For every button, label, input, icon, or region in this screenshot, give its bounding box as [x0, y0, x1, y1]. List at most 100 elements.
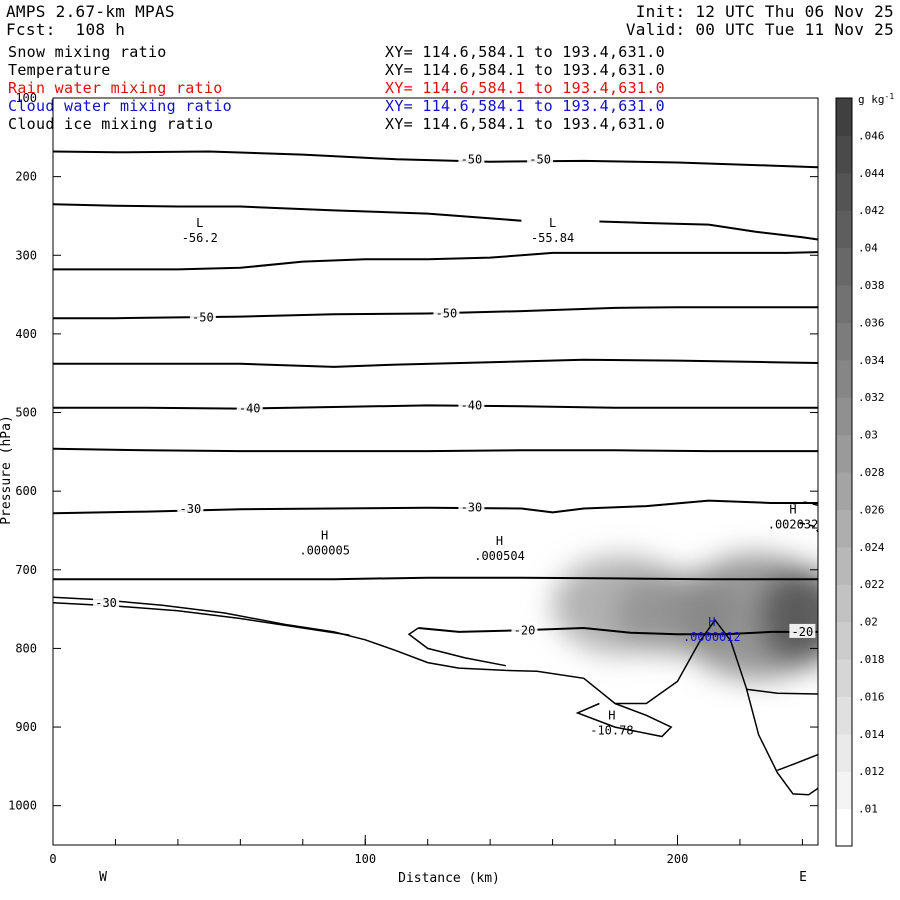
dashed-contour: [792, 501, 818, 507]
colorbar-unit-base: g kg: [858, 93, 885, 106]
colorbar-tick-label: .044: [858, 167, 885, 180]
temperature-contours: [53, 150, 818, 636]
x-tick-label: 0: [49, 852, 56, 866]
extremum-h: H: [608, 708, 615, 722]
colorbar-swatch: [836, 434, 852, 473]
colorbar-swatch: [836, 472, 852, 510]
init-time: Init: 12 UTC Thu 06 Nov 25: [635, 2, 894, 21]
terrain-line: [53, 596, 818, 796]
contour-label: -30: [95, 596, 117, 610]
contour-label: -20: [792, 625, 814, 639]
x-tick-label: 200: [667, 852, 689, 866]
y-tick-label: 1000: [8, 799, 37, 813]
isotherm-line: [53, 150, 818, 169]
colorbar-tick-label: .042: [858, 204, 885, 217]
colorbar-tick-label: .03: [858, 429, 878, 442]
colorbar-swatch: [836, 696, 852, 735]
extremum-l: L: [549, 216, 556, 230]
isotherm-line: [53, 499, 818, 515]
colorbar-swatch: [836, 659, 852, 697]
dashed-contour: [799, 521, 818, 533]
isotherm-line: [418, 626, 818, 636]
extremum-value: .000504: [474, 549, 525, 563]
contour-label-bg: [433, 305, 460, 320]
contour-loop-east: [746, 688, 818, 695]
contour-label-bg: [458, 151, 485, 166]
colorbar-swatch: [836, 322, 852, 361]
contour-label: -50: [436, 306, 458, 320]
extremum-value: .000005: [299, 543, 350, 557]
contour-label-bg: [177, 501, 204, 516]
field-xy-rain: XY= 114.6,584.1 to 193.4,631.0: [385, 79, 665, 97]
colorbar-tick-label: .026: [858, 503, 885, 516]
contour-loop-left: [407, 627, 506, 667]
colorbar-tick-label: .016: [858, 690, 885, 703]
colorbar-tick-label: .038: [858, 279, 885, 292]
colorbar-tick-label: .022: [858, 578, 885, 591]
axes: 100 200 300 400 500 600 700 800 900 1000 0 100 200: [8, 91, 818, 866]
contour-labels: -50 -50-50 -50-40 -40-30 -30-30-20 -20L-56.2L…: [93, 151, 818, 737]
field-xy-cloud-water: XY= 114.6,584.1 to 193.4,631.0: [385, 97, 665, 115]
field-name-snow: Snow mixing ratio: [8, 43, 167, 61]
colorbar-tick-label: .04: [858, 242, 878, 255]
contour-label: -40: [461, 398, 483, 412]
contour-label-bg: [236, 400, 263, 415]
field-name-cloud-water: Cloud water mixing ratio: [8, 97, 232, 115]
colorbar-unit: g kg-1: [858, 92, 894, 106]
contour-label-bg: [527, 151, 554, 166]
contour-label: -50: [192, 310, 214, 324]
x-tick-label: 100: [354, 852, 376, 866]
extremum-value: -56.2: [182, 231, 218, 245]
colorbar-swatch: [836, 397, 852, 436]
colorbar-swatch: [836, 359, 852, 398]
contour-label: -20: [514, 623, 536, 637]
isotherm-line: [599, 220, 818, 241]
forecast-hour: Fcst: 108 h: [6, 20, 126, 39]
colorbar-swatch: [836, 285, 852, 323]
colorbar-tick-label: .046: [858, 129, 885, 142]
colorbar-swatch: [836, 771, 852, 810]
extremum-h: H: [708, 615, 715, 629]
isotherm-line: [53, 447, 818, 453]
colorbar: .01 .012 .014 .016 .018 .02 .022 .024 .026 .028 .0…: [835, 97, 885, 847]
y-tick-label: 300: [15, 248, 37, 262]
colorbar-tick-label: .01: [858, 803, 878, 816]
snow-shading: [552, 554, 818, 680]
field-xy-cloud-ice: XY= 114.6,584.1 to 193.4,631.0: [385, 115, 665, 133]
isotherm-line: [53, 358, 818, 368]
colorbar-tick-label: .036: [858, 316, 885, 329]
contour-label-bg: [458, 397, 485, 412]
contour-label-bg: [789, 623, 816, 638]
y-tick-label: 400: [15, 327, 37, 341]
contour-label: -50: [461, 152, 483, 166]
isotherm-line: [53, 251, 818, 271]
extremum-value: .002032: [768, 517, 819, 531]
contour-label: -30: [461, 501, 483, 515]
colorbar-swatch: [836, 808, 852, 847]
colorbar-swatch: [836, 733, 852, 772]
isotherm-line: [53, 576, 818, 581]
colorbar-swatch: [836, 546, 852, 585]
x-axis-label: Distance (km): [398, 871, 500, 886]
model-title: AMPS 2.67-km MPAS: [6, 2, 175, 21]
field-name-cloud-ice: Cloud ice mixing ratio: [8, 115, 214, 133]
contour-label: -50: [529, 152, 551, 166]
east-label: E: [799, 870, 807, 885]
contour-loop-east-low: [777, 753, 818, 772]
colorbar-unit-exponent: -1: [885, 92, 895, 101]
extremum-h: H: [789, 502, 796, 516]
y-tick-label: 200: [15, 170, 37, 184]
isotherm-line: [53, 203, 522, 222]
contour-loop-warm: [575, 702, 673, 738]
colorbar-tick-label: .034: [858, 354, 885, 367]
extremum-h: H: [321, 528, 328, 542]
isotherm-line: [53, 306, 818, 320]
colorbar-swatch: [836, 509, 852, 548]
colorbar-tick-label: .014: [858, 728, 885, 741]
contour-label: -30: [180, 502, 202, 516]
extremum-value: -10.78: [590, 723, 633, 737]
extremum-value: -55.84: [531, 231, 574, 245]
y-tick-label: 100: [15, 91, 37, 105]
contour-label-bg: [511, 622, 538, 637]
y-tick-label: 900: [15, 720, 37, 734]
